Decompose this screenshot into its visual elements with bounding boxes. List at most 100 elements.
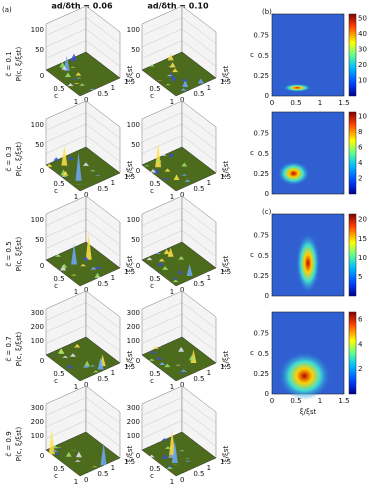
- contour-y-tick: 0.5: [258, 150, 269, 158]
- xi-axis-label: ξ/ξst: [126, 65, 134, 82]
- panel-label: (c): [262, 208, 272, 216]
- surface-peak: [97, 357, 104, 370]
- contour-y-tick: 0: [265, 292, 269, 300]
- z-tick-label: 300: [127, 309, 140, 317]
- xi-tick-label: 1.5: [220, 268, 231, 276]
- contour-y-label: c: [250, 251, 254, 259]
- z-tick-label: 100: [127, 121, 140, 129]
- surface-peak: [84, 360, 91, 367]
- surface-peak: [52, 449, 59, 452]
- surface-peak: [159, 362, 166, 366]
- wall-grid: [141, 123, 217, 151]
- surface-peak: [178, 346, 185, 352]
- wall-grid: [141, 207, 217, 234]
- c-axis-label: c: [54, 92, 58, 100]
- c-tick-label: 0.5: [53, 465, 64, 473]
- surface-peak: [75, 451, 82, 458]
- xi-tick-label: 0.5: [97, 90, 108, 98]
- surface-peak: [148, 64, 155, 67]
- wall-grid: [45, 28, 121, 56]
- surface-peak: [94, 175, 101, 176]
- c-tick-label: 1: [170, 193, 174, 201]
- surface-peak: [156, 356, 163, 360]
- xi-tick-label: 0.5: [97, 280, 108, 288]
- colorbar: [348, 111, 357, 195]
- column-header: ad/δth = 0.06: [51, 2, 113, 11]
- wall-grid: [45, 112, 121, 139]
- surface-peak: [168, 454, 175, 458]
- colorbar-tick: 2: [358, 175, 362, 183]
- z-tick-label: 300: [127, 404, 140, 412]
- surface-peak: [150, 350, 157, 354]
- surface-peak: [169, 62, 176, 68]
- xi-tick-label: 0.5: [193, 185, 204, 193]
- wall-grid: [45, 420, 121, 447]
- wall-grid: [45, 313, 121, 341]
- xi-tick-label: 1.5: [124, 173, 135, 181]
- surface-floor: [45, 336, 121, 382]
- xi-tick-label: 0.5: [193, 90, 204, 98]
- column-header: ad/δth = 0.10: [147, 2, 209, 11]
- surface-peak: [69, 353, 76, 357]
- wall-grid: [141, 230, 217, 257]
- contour-y-tick: 0.5: [258, 350, 269, 358]
- surface-floor: [141, 241, 217, 287]
- colorbar-tick: 4: [358, 159, 363, 167]
- xi-axis-label: ξ/ξst: [222, 255, 230, 272]
- wall-grid: [45, 123, 121, 151]
- colorbar-tick: 4: [358, 340, 363, 348]
- surface-peak: [148, 358, 155, 361]
- xi-tick-label: 1: [207, 84, 211, 92]
- wall-grid: [141, 40, 217, 67]
- surface-peak: [178, 372, 185, 374]
- surface-peak: [68, 155, 75, 161]
- surface-peak: [197, 78, 204, 84]
- xi-tick-label: 0.5: [97, 375, 108, 383]
- surface-peak: [56, 448, 63, 449]
- xi-tick-label: 0: [84, 191, 88, 199]
- z-tick-label: 100: [31, 432, 44, 440]
- z-tick-label: 50: [35, 236, 44, 244]
- c-axis-label: c: [150, 377, 154, 385]
- colorbar-tick: 8: [358, 128, 362, 136]
- c-tick-label: 0.5: [149, 370, 160, 378]
- surface-peak: [178, 450, 185, 452]
- xi-tick-label: 1.5: [220, 78, 231, 86]
- xi-tick-label: 1: [111, 84, 115, 92]
- surface-peak: [184, 458, 191, 459]
- colorbar-tick: 20: [358, 61, 367, 69]
- wall-grid: [45, 397, 121, 424]
- surface-peak: [162, 177, 169, 181]
- surface-peak: [74, 343, 81, 348]
- colorbar-tick: 2: [358, 365, 362, 373]
- colorbar-tick: 10: [358, 113, 367, 121]
- z-tick-label: 100: [127, 432, 140, 440]
- surface-peak: [157, 261, 164, 267]
- surface-peak: [146, 257, 153, 261]
- wall-grid: [45, 230, 121, 257]
- xi-axis-label: ξ/ξst: [126, 445, 134, 462]
- surface-peak: [182, 78, 189, 82]
- surface-peak: [152, 346, 159, 349]
- contour-y-tick: 0.25: [253, 370, 269, 378]
- z-tick-label: 300: [31, 404, 44, 412]
- surface-peak: [167, 53, 174, 61]
- c-tick-label: 0: [40, 72, 44, 80]
- contour-x-tick: 0: [270, 99, 274, 107]
- surface-peak: [171, 440, 178, 463]
- contour-y-tick: 0: [265, 390, 269, 398]
- xi-tick-label: 0.5: [97, 470, 108, 478]
- surface-peak: [158, 258, 165, 262]
- contour-y-tick: 0.5: [258, 52, 269, 60]
- contour-y-tick: 0.25: [253, 272, 269, 280]
- c-axis-label: c: [150, 92, 154, 100]
- xi-tick-label: 1.5: [124, 268, 135, 276]
- contour-y-tick: 0.75: [253, 330, 269, 338]
- surface-peak: [58, 348, 65, 354]
- row-label: c̃ = 0.3: [5, 146, 13, 171]
- surface-peak: [172, 68, 179, 73]
- contour-y-tick: 0.5: [258, 252, 269, 260]
- contour-x-tick: 1.5: [338, 397, 349, 405]
- contour-field: [271, 13, 345, 97]
